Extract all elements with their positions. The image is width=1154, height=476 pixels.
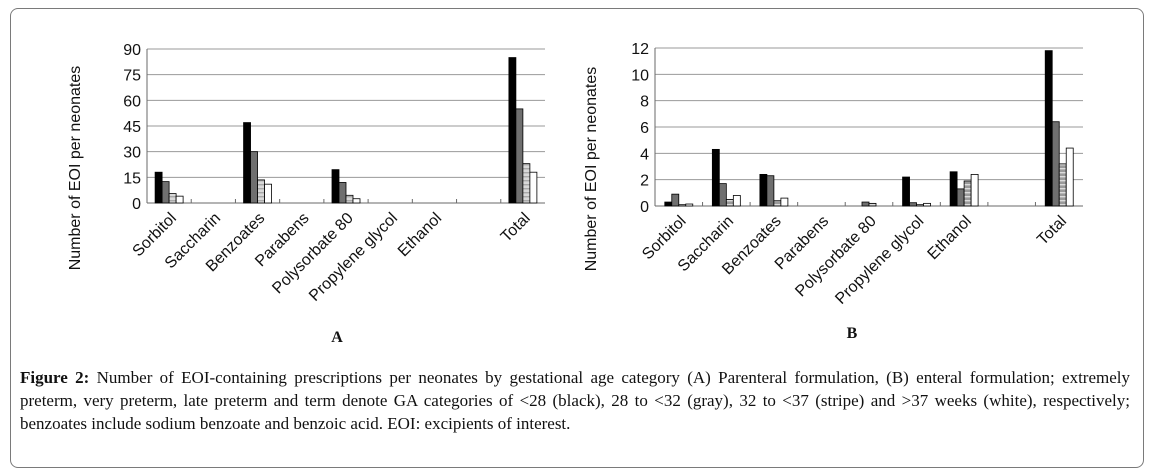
- caption-text: Number of EOI-containing prescriptions p…: [20, 368, 1130, 433]
- bar: [711, 148, 720, 207]
- bar: [685, 203, 694, 207]
- bar: [529, 171, 538, 204]
- y-tick-label: 6: [640, 120, 649, 137]
- x-tick-label: Polysorbate 80: [269, 210, 357, 298]
- bar: [352, 198, 361, 204]
- bar: [331, 169, 340, 204]
- caption-label: Figure 2:: [20, 368, 90, 387]
- x-tick-label: Total: [498, 210, 534, 246]
- bar: [678, 204, 687, 207]
- y-tick-label: 2: [640, 173, 649, 190]
- bar: [718, 183, 727, 207]
- bar: [175, 195, 184, 204]
- y-tick-label: 90: [123, 42, 141, 59]
- bar: [664, 201, 673, 207]
- bar: [522, 163, 531, 204]
- bar: [780, 197, 789, 207]
- y-tick-label: 30: [123, 145, 141, 162]
- bar: [909, 202, 917, 207]
- bar: [250, 151, 258, 204]
- bar: [338, 182, 347, 204]
- bar: [1058, 163, 1067, 207]
- bar: [956, 188, 965, 207]
- bar: [264, 183, 272, 204]
- bar: [168, 193, 177, 204]
- x-tick-label: Total: [1034, 213, 1070, 249]
- bar: [916, 204, 924, 207]
- bar: [725, 199, 734, 207]
- bar: [515, 108, 524, 204]
- x-tick-label: Polysorbate 80: [792, 213, 880, 301]
- bar: [902, 176, 910, 207]
- y-axis-label: Number of EOI per neonates: [583, 67, 600, 272]
- y-tick-label: 10: [631, 67, 649, 84]
- bar: [671, 193, 680, 207]
- x-tick-label: Propylene glycol: [832, 213, 927, 308]
- y-axis-label: Number of EOI per neonates: [67, 66, 84, 271]
- y-tick-label: 45: [123, 119, 141, 136]
- y-tick-label: 75: [123, 68, 141, 85]
- bar: [243, 122, 251, 204]
- y-tick-label: 4: [640, 146, 649, 163]
- bar: [508, 57, 517, 204]
- bar: [154, 171, 163, 204]
- bar: [257, 179, 265, 204]
- bar: [773, 200, 782, 207]
- panel-label: A: [331, 329, 343, 346]
- figure-caption: Figure 2: Number of EOI-containing presc…: [20, 366, 1130, 435]
- bar: [345, 194, 354, 204]
- bar: [861, 201, 870, 207]
- bar: [1051, 121, 1060, 207]
- bar: [1065, 147, 1074, 207]
- figure-frame: [10, 8, 1144, 468]
- bar: [732, 195, 741, 207]
- bar: [970, 173, 979, 207]
- bar: [868, 202, 877, 207]
- bar: [963, 180, 972, 207]
- y-tick-label: 8: [640, 94, 649, 111]
- x-tick-label: Ethanol: [395, 210, 445, 260]
- bar: [923, 202, 931, 207]
- panel-label: B: [847, 325, 858, 342]
- y-tick-label: 60: [123, 93, 141, 110]
- y-tick-label: 0: [640, 199, 649, 216]
- bar: [949, 171, 958, 207]
- x-tick-label: Ethanol: [925, 213, 975, 263]
- y-tick-label: 0: [132, 196, 141, 213]
- bar: [161, 181, 170, 204]
- y-tick-label: 12: [631, 41, 649, 58]
- bar: [1044, 50, 1053, 207]
- bar: [766, 175, 775, 207]
- bar: [759, 173, 768, 207]
- y-tick-label: 15: [123, 170, 141, 187]
